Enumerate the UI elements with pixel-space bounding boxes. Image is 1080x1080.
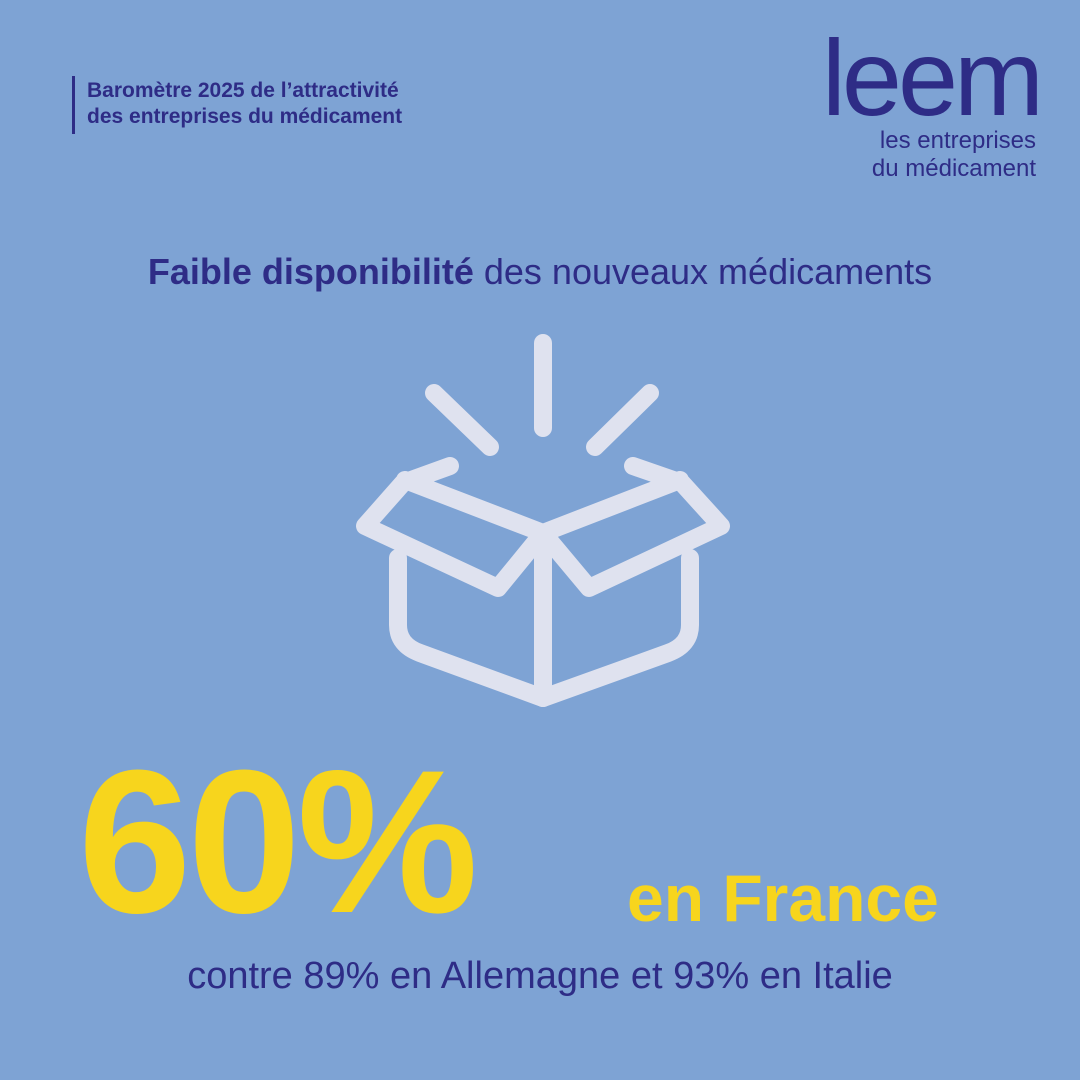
headline-bold: Faible disponibilité: [147, 251, 474, 292]
stat-value: 60%: [78, 728, 478, 956]
headline: Faible disponibilité des nouveaux médica…: [0, 250, 1080, 294]
open-box-icon: [356, 334, 730, 707]
header-title-line1: Baromètre 2025 de l’attractivité: [87, 79, 399, 102]
header-title: Baromètre 2025 de l’attractivité des ent…: [87, 78, 402, 130]
header-accent-bar: [72, 76, 75, 134]
logo-wordmark: leem: [821, 17, 1044, 138]
stat-comparison: contre 89% en Allemagne et 93% en Italie: [187, 955, 893, 997]
logo-tagline-line1: les entreprises: [879, 127, 1036, 154]
leem-logo: leem les entreprises du médicament: [806, 24, 1044, 182]
headline-rest: des nouveaux médicaments: [473, 251, 933, 292]
header-title-line2: des entreprises du médicament: [87, 105, 403, 128]
stat-label: en France: [627, 861, 939, 935]
logo-tagline-line2: du médicament: [871, 155, 1036, 182]
